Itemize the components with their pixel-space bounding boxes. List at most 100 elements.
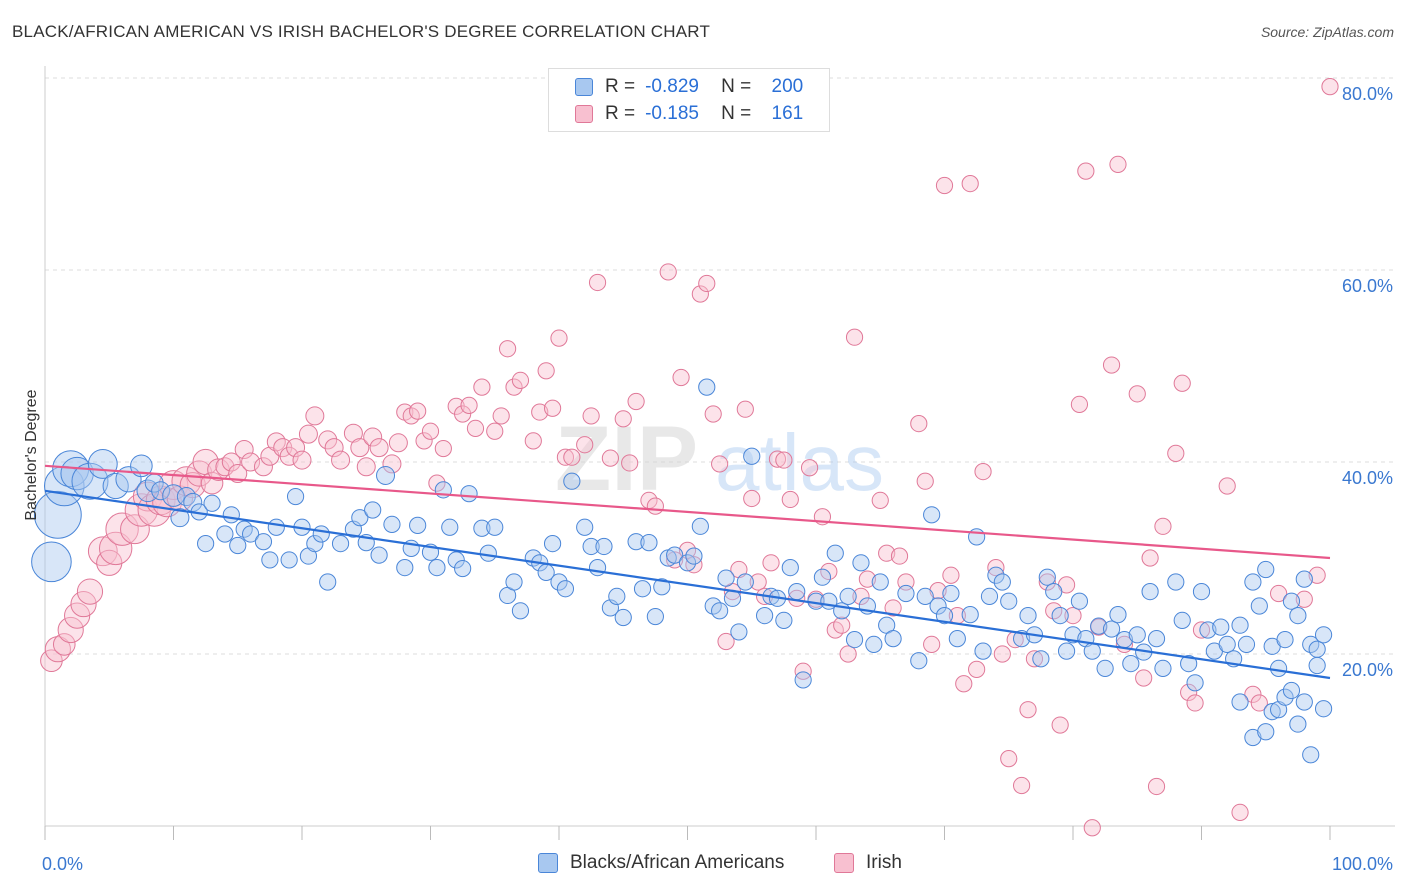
black-point: [845, 631, 864, 649]
irish-point: [531, 403, 549, 421]
irish-point: [1147, 777, 1166, 796]
irish-point: [324, 438, 344, 458]
black-point: [1302, 746, 1320, 764]
black-point: [923, 506, 941, 524]
black-point: [756, 607, 774, 625]
y-tick-label: 80.0%: [1342, 84, 1393, 104]
irish-point: [890, 547, 909, 565]
irish-point: [543, 399, 562, 417]
black-point: [1231, 693, 1249, 711]
black-point: [865, 635, 883, 654]
irish-point: [1180, 683, 1198, 702]
irish-point: [87, 536, 118, 567]
gridlines: [45, 77, 1395, 655]
irish-point: [318, 430, 338, 450]
black-point: [916, 587, 934, 606]
black-point: [794, 671, 812, 689]
irish-point: [1025, 650, 1044, 668]
irish-point: [434, 439, 452, 458]
y-tick-label: 60.0%: [1342, 276, 1393, 296]
irish-point: [929, 582, 947, 600]
irish-point: [1192, 621, 1211, 639]
irish-point: [228, 464, 248, 484]
irish-point: [563, 448, 581, 466]
irish-point: [685, 556, 703, 574]
black-point: [60, 456, 94, 491]
black-point: [1032, 650, 1050, 668]
watermark-zip: ZIP: [555, 408, 698, 510]
black-point: [1154, 659, 1172, 678]
irish-point: [388, 433, 408, 453]
black-point: [261, 551, 279, 569]
black-point: [1019, 607, 1037, 625]
y-tick-label: 40.0%: [1342, 468, 1393, 488]
black-point: [640, 534, 658, 552]
y-axis-label: Bachelor's Degree: [23, 389, 40, 521]
black-point: [666, 546, 684, 564]
black-point: [1186, 674, 1204, 692]
black-point: [1250, 597, 1268, 615]
bottom-swatch-irish: [834, 853, 854, 873]
black-point: [479, 544, 497, 562]
irish-point: [57, 616, 84, 644]
irish-point: [691, 285, 709, 303]
irish-point: [52, 633, 76, 656]
irish-point: [672, 368, 690, 387]
irish-point: [356, 457, 376, 477]
x-tick-label-max: 100.0%: [1332, 854, 1393, 874]
irish-point: [794, 662, 812, 680]
black-point: [576, 518, 594, 536]
irish-point: [942, 566, 960, 584]
black-point: [447, 551, 465, 569]
black-point: [588, 559, 607, 577]
legend-swatch-irish: [575, 105, 593, 123]
black-point: [1244, 728, 1262, 747]
irish-point: [466, 419, 485, 437]
y-tick-label: 20.0%: [1342, 660, 1393, 680]
irish-point: [1308, 566, 1326, 584]
black-point: [351, 509, 369, 527]
black-point: [910, 652, 928, 670]
black-point: [743, 447, 761, 465]
black-point: [170, 508, 190, 528]
irish-point: [852, 587, 870, 606]
black-point: [691, 517, 709, 535]
irish-point: [974, 463, 992, 481]
irish-point: [1128, 385, 1146, 403]
black-point: [826, 544, 844, 562]
legend-n-value-black: 200: [771, 76, 804, 97]
black-point: [974, 642, 992, 660]
irish-point: [98, 531, 133, 566]
irish-point: [76, 578, 104, 605]
bottom-swatch-black: [538, 853, 558, 873]
black-point: [216, 525, 234, 543]
irish-point: [1173, 374, 1191, 392]
irish-point: [286, 438, 306, 458]
black-point: [1244, 573, 1262, 591]
black-point: [1147, 630, 1166, 648]
irish-point: [923, 635, 941, 654]
irish-point: [1102, 356, 1121, 374]
black-point: [505, 573, 523, 591]
black-point: [1308, 656, 1326, 675]
irish-point: [717, 632, 735, 651]
axes: [44, 66, 1395, 840]
black-point: [1314, 626, 1333, 644]
irish-point: [878, 544, 896, 562]
black-point: [486, 518, 504, 536]
black-point: [1218, 635, 1236, 654]
legend-r-label: R =: [605, 76, 636, 97]
black-point: [1199, 621, 1217, 639]
irish-point: [253, 457, 273, 477]
irish-point: [910, 415, 928, 433]
black-point: [331, 535, 350, 553]
black-point: [1038, 568, 1056, 586]
irish-point: [1167, 444, 1185, 462]
black-point: [222, 506, 240, 524]
black-point: [775, 611, 793, 630]
irish-point: [955, 675, 973, 693]
irish-point: [1154, 517, 1172, 535]
irish-point: [292, 450, 312, 470]
irish-point: [601, 449, 620, 467]
irish-point: [409, 402, 427, 420]
